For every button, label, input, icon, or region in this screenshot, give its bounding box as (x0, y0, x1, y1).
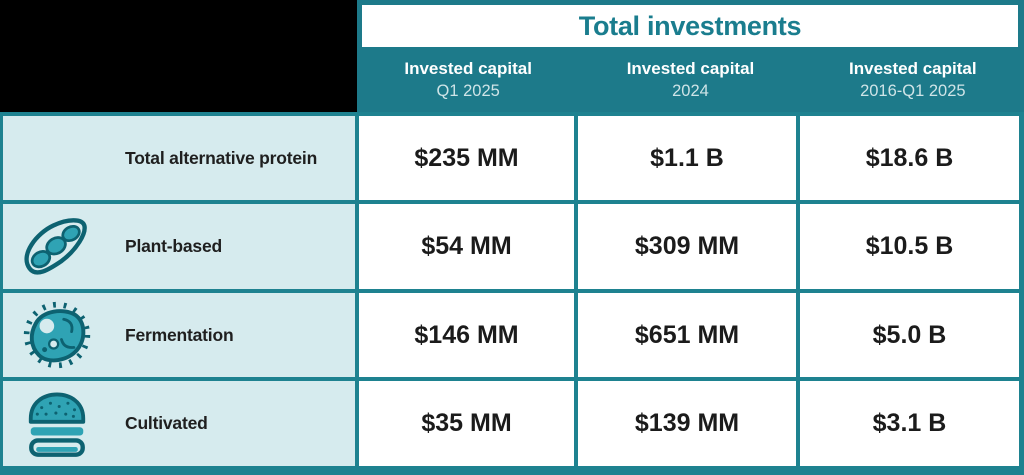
cell-value: $5.0 B (872, 320, 947, 349)
cell-value: $10.5 B (865, 232, 954, 260)
table-title-box: Total investments (362, 5, 1018, 47)
row-label: Total alternative protein (125, 147, 318, 168)
table-cell: $235 MM (359, 116, 574, 200)
blank-corner (0, 0, 357, 112)
table-cell: $35 MM (359, 381, 574, 466)
table-body: Total alternative protein $235 MM $1.1 B… (0, 116, 1024, 466)
cell-value: $651 MM (634, 320, 740, 349)
table-row-label-cultivated: Cultivated (3, 381, 355, 466)
table-cell: $5.0 B (800, 293, 1019, 377)
column-header-line1: Invested capital (626, 59, 755, 79)
table-row-label-plant-based: Plant-based (3, 204, 355, 289)
cell-value: $146 MM (414, 320, 519, 349)
table-cell: $54 MM (359, 204, 574, 289)
column-headers: Invested capital Q1 2025 Invested capita… (357, 47, 1024, 112)
column-header-line2: 2024 (672, 81, 709, 100)
column-header-2024: Invested capital 2024 (579, 56, 801, 102)
table-cell: $1.1 B (578, 116, 796, 200)
column-header-line1: Invested capital (849, 59, 977, 79)
table-cell: $651 MM (578, 293, 796, 377)
table-cell: $146 MM (359, 293, 574, 377)
table-cell: $3.1 B (800, 381, 1019, 466)
cell-value: $3.1 B (872, 409, 947, 437)
cell-value: $18.6 B (865, 143, 954, 172)
cell-value: $235 MM (414, 143, 519, 172)
cell-value: $54 MM (421, 232, 512, 260)
row-label: Plant-based (125, 236, 222, 256)
table-cell: $18.6 B (800, 116, 1019, 200)
burger-icon (19, 387, 95, 461)
row-label: Fermentation (125, 324, 234, 345)
soybean-pod-icon (19, 210, 95, 284)
header-divider (0, 112, 1024, 116)
column-header-line2: Q1 2025 (436, 81, 500, 100)
column-header-2016-q1-2025: Invested capital 2016-Q1 2025 (802, 56, 1024, 102)
cell-value: $1.1 B (650, 143, 724, 172)
table-title: Total investments (578, 10, 802, 41)
table-header: Total investments Invested capital Q1 20… (357, 0, 1024, 112)
row-label: Cultivated (125, 413, 208, 433)
column-header-q1-2025: Invested capital Q1 2025 (357, 56, 579, 102)
table-cell: $139 MM (578, 381, 796, 466)
table-cell: $309 MM (578, 204, 796, 289)
cell-value: $139 MM (634, 409, 740, 437)
bottom-border (0, 466, 1024, 475)
table-cell: $10.5 B (800, 204, 1019, 289)
cell-value: $309 MM (634, 232, 740, 260)
table-row-label-total-alternative-protein: Total alternative protein (3, 116, 355, 200)
table-row-label-fermentation: Fermentation (3, 293, 355, 377)
column-header-line1: Invested capital (404, 59, 532, 79)
header-row: Total investments Invested capital Q1 20… (0, 0, 1024, 112)
empty-icon-slot (19, 121, 95, 195)
column-header-line2: 2016-Q1 2025 (860, 81, 966, 100)
microbe-icon (19, 298, 95, 372)
cell-value: $35 MM (421, 409, 512, 437)
